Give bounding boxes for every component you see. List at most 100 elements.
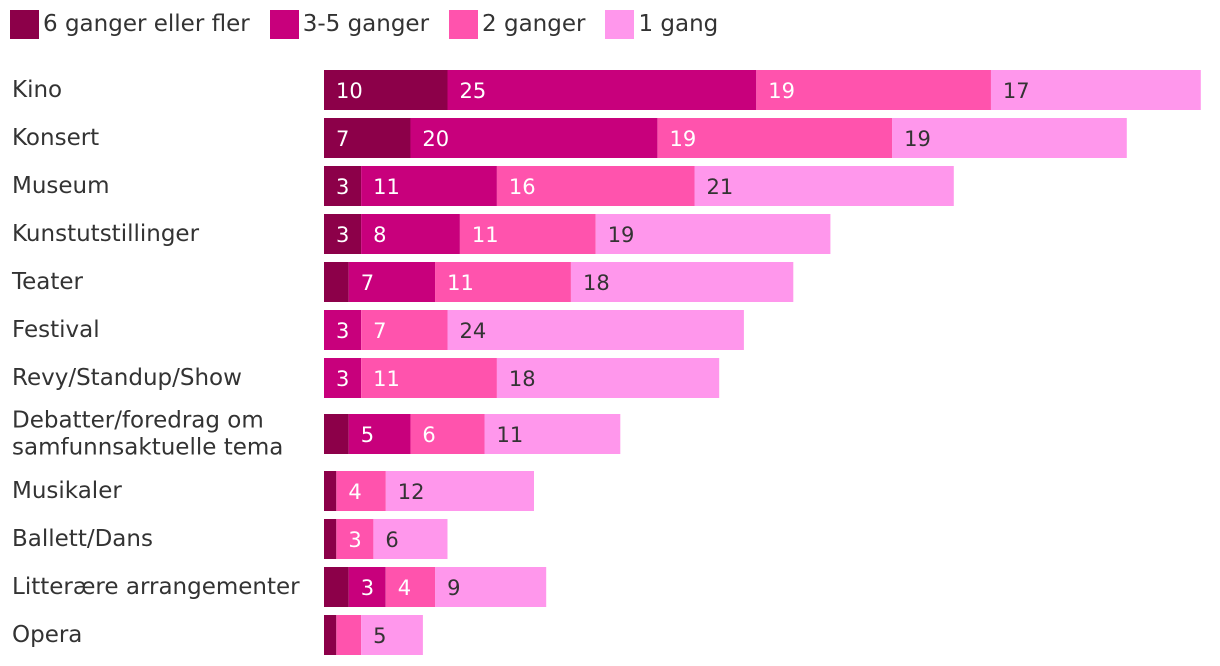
- bar-segment: [571, 262, 794, 302]
- category-label-line: Litterære arrangementer: [12, 574, 300, 600]
- bar-segment: [694, 166, 954, 206]
- bar-segment: [324, 615, 337, 655]
- legend-label: 1 gang: [638, 11, 719, 37]
- data-label: 5: [361, 423, 374, 447]
- category-label-line: Kino: [12, 77, 62, 103]
- bar-segment: [324, 567, 349, 607]
- bar-segment: [435, 262, 571, 302]
- data-label: 4: [398, 576, 411, 600]
- data-label: 7: [336, 127, 349, 151]
- data-label: 3: [336, 319, 349, 343]
- legend-swatch: [449, 9, 479, 39]
- category-label: Museum: [12, 173, 110, 199]
- data-label: 11: [373, 175, 400, 199]
- data-label: 11: [373, 367, 400, 391]
- category-label-line: Kunstutstillinger: [12, 221, 200, 247]
- category-label-line: Ballett/Dans: [12, 526, 153, 552]
- data-label: 4: [348, 480, 361, 504]
- bar-segment: [324, 471, 337, 511]
- bar-segment: [361, 358, 497, 398]
- data-label: 3: [348, 528, 361, 552]
- bar-segment: [361, 615, 423, 655]
- bar-segment: [892, 118, 1127, 158]
- data-label: 10: [336, 79, 363, 103]
- data-label: 8: [373, 223, 386, 247]
- bar-segment: [336, 471, 386, 511]
- bar-segment: [324, 166, 361, 206]
- bar-segment: [336, 519, 374, 559]
- data-label: 17: [1003, 79, 1030, 103]
- category-label: Festival: [12, 317, 100, 343]
- data-label: 3: [336, 223, 349, 247]
- bar-segment: [385, 567, 436, 607]
- legend-label: 2 ganger: [482, 11, 586, 37]
- legend: 6 ganger eller fler 3-5 ganger 2 ganger 1 g…: [10, 8, 738, 40]
- data-label: 12: [398, 480, 425, 504]
- legend-swatch: [269, 9, 299, 39]
- data-label: 18: [509, 367, 536, 391]
- legend-swatch: [10, 9, 39, 39]
- data-label: 11: [497, 423, 524, 447]
- bar-segment: [756, 70, 991, 110]
- bar-segment: [361, 166, 497, 206]
- bar-segment: [447, 310, 744, 350]
- data-label: 25: [460, 79, 487, 103]
- bar-segment: [324, 214, 361, 254]
- bar-segment: [373, 519, 448, 559]
- data-label: 19: [904, 127, 931, 151]
- category-label-line: Revy/Standup/Show: [12, 365, 242, 391]
- legend-item: 2 ganger: [449, 9, 586, 39]
- legend-item: 6 ganger eller fler: [10, 9, 250, 39]
- category-label-line: Festival: [12, 317, 100, 343]
- bar-segment: [657, 118, 893, 158]
- data-label: 20: [422, 127, 449, 151]
- category-label: Litterære arrangementer: [12, 574, 300, 600]
- bar-segment: [336, 615, 362, 655]
- category-label: Ballett/Dans: [12, 526, 153, 552]
- bar-segment: [410, 118, 658, 158]
- data-label: 5: [373, 624, 386, 648]
- legend-label: 6 ganger eller fler: [43, 11, 250, 37]
- bar-segment: [324, 414, 349, 454]
- data-label: 3: [336, 367, 349, 391]
- data-label: 19: [670, 127, 697, 151]
- bar-segment: [324, 310, 361, 350]
- data-label: 11: [447, 271, 474, 295]
- bar-segment: [348, 262, 436, 302]
- bar-segment: [348, 567, 386, 607]
- category-label: Debatter/foredrag om samfunnsaktuelle tem…: [12, 408, 283, 461]
- legend-swatch: [605, 9, 635, 39]
- category-label-line: Opera: [12, 622, 82, 648]
- data-label: 19: [608, 223, 635, 247]
- category-label: Musikaler: [12, 478, 122, 504]
- bar-segment: [324, 118, 411, 158]
- category-label: Konsert: [12, 125, 99, 151]
- category-label: Teater: [11, 269, 84, 295]
- data-label: 7: [361, 271, 374, 295]
- data-label: 11: [472, 223, 499, 247]
- data-label: 21: [707, 175, 734, 199]
- category-label: Opera: [12, 622, 82, 648]
- legend-label: 3-5 ganger: [302, 11, 430, 37]
- legend-item: 3-5 ganger: [269, 9, 430, 39]
- data-label: 19: [768, 79, 795, 103]
- bar-segment: [361, 214, 460, 254]
- bar-segment: [447, 70, 757, 110]
- bar-segment: [484, 414, 621, 454]
- legend-item: 1 gang: [605, 9, 719, 39]
- bar-segment: [595, 214, 831, 254]
- bar-segment: [385, 471, 534, 511]
- category-label-line: Museum: [12, 173, 110, 199]
- category-label-line: Teater: [11, 269, 84, 295]
- bar-segment: [435, 567, 547, 607]
- bar-segment: [459, 214, 596, 254]
- data-label: 3: [361, 576, 374, 600]
- bar-segment: [410, 414, 485, 454]
- data-label: 24: [460, 319, 487, 343]
- bar-segment: [324, 262, 349, 302]
- data-label: 6: [422, 423, 435, 447]
- category-label: Kunstutstillinger: [12, 221, 200, 247]
- category-label-line: Debatter/foredrag om: [12, 408, 264, 434]
- data-label: 7: [373, 319, 386, 343]
